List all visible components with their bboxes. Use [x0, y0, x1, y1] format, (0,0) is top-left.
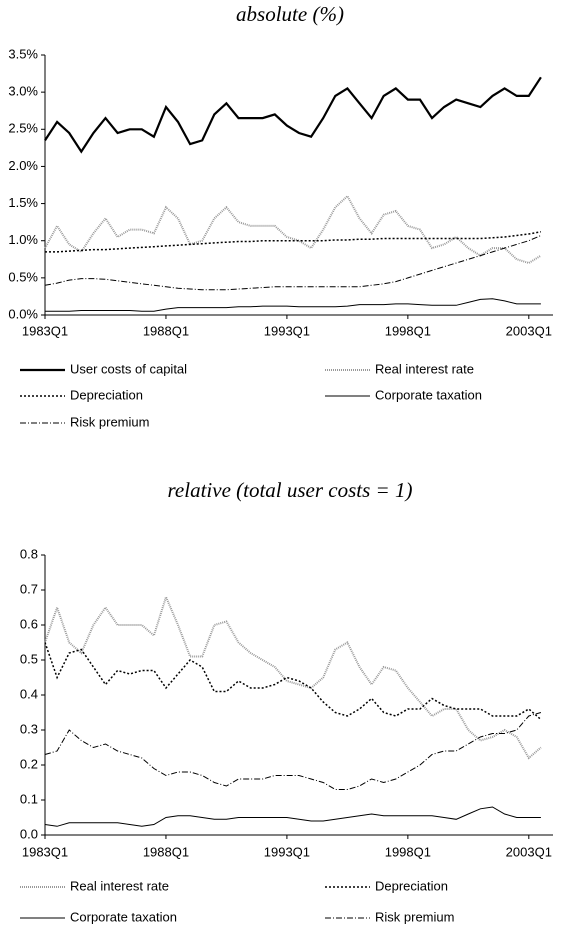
series-line [44, 76, 542, 154]
y-tick-label: 0.5% [8, 269, 38, 284]
legend-label: Depreciation [70, 387, 143, 402]
legend-label: Real interest rate [70, 878, 169, 893]
y-tick-label: 1.5% [8, 195, 38, 210]
y-tick-label: 0.8 [20, 546, 38, 561]
series-line [44, 712, 542, 790]
x-tick-label: 1998Q1 [385, 844, 431, 859]
series-line [44, 235, 542, 291]
chart-title: absolute (%) [236, 2, 344, 26]
series-line [44, 194, 542, 265]
y-tick-label: 1.0% [8, 232, 38, 247]
x-tick-label: 1988Q1 [143, 323, 189, 338]
y-tick-label: 0.1 [20, 791, 38, 806]
series-line [44, 594, 542, 760]
y-tick-label: 0.3 [20, 721, 38, 736]
series-line [44, 806, 541, 827]
y-tick-label: 0.4 [20, 686, 38, 701]
x-tick-label: 1993Q1 [264, 844, 310, 859]
y-tick-label: 0.2 [20, 756, 38, 771]
x-tick-label: 1983Q1 [22, 844, 68, 859]
legend-label: Risk premium [375, 909, 454, 924]
y-tick-label: 0.7 [20, 581, 38, 596]
series-line [44, 642, 542, 721]
legend-label: Corporate taxation [375, 387, 482, 402]
legend-label: User costs of capital [70, 361, 187, 376]
x-tick-label: 2003Q1 [506, 323, 552, 338]
x-tick-label: 1988Q1 [143, 844, 189, 859]
legend-label: Depreciation [375, 878, 448, 893]
series-line [45, 231, 542, 253]
y-tick-label: 3.5% [8, 46, 38, 61]
legend-label: Risk premium [70, 414, 149, 429]
x-tick-label: 1993Q1 [264, 323, 310, 338]
y-tick-label: 0.0 [20, 826, 38, 841]
y-tick-label: 0.6 [20, 616, 38, 631]
y-tick-label: 3.0% [8, 84, 38, 99]
y-tick-label: 2.5% [8, 121, 38, 136]
y-tick-label: 2.0% [8, 158, 38, 173]
series-line [45, 298, 541, 312]
y-tick-label: 0.5 [20, 651, 38, 666]
legend-label: Corporate taxation [70, 909, 177, 924]
x-tick-label: 1998Q1 [385, 323, 431, 338]
legend-label: Real interest rate [375, 361, 474, 376]
x-tick-label: 1983Q1 [22, 323, 68, 338]
chart-title: relative (total user costs = 1) [168, 478, 413, 502]
x-tick-label: 2003Q1 [506, 844, 552, 859]
y-tick-label: 0.0% [8, 306, 38, 321]
